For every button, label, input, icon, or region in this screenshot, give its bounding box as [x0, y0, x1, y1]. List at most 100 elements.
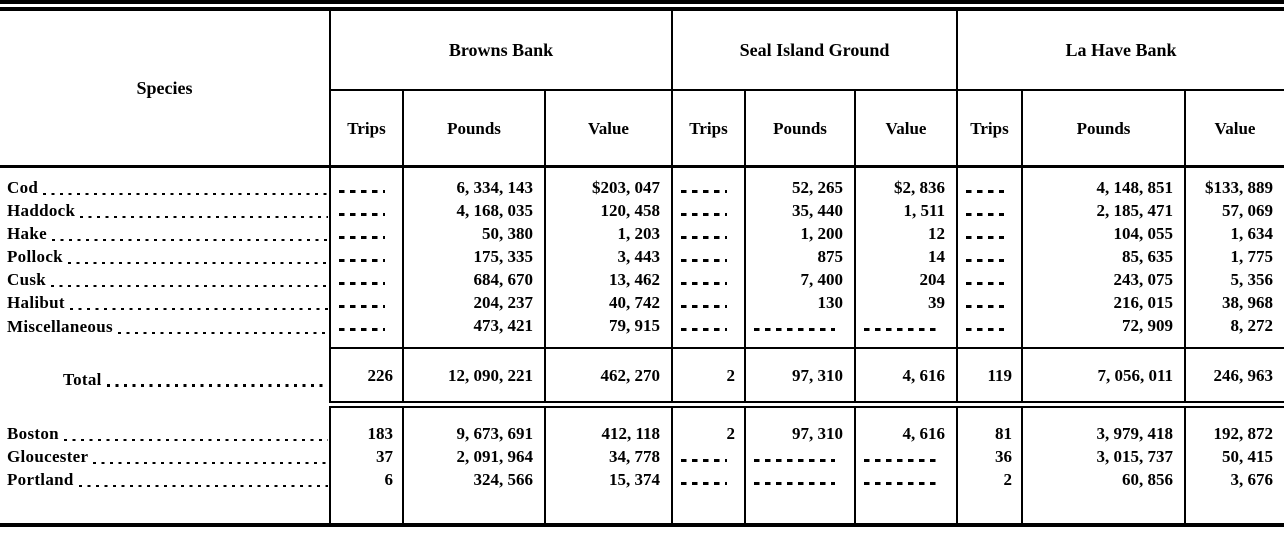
empty-cell-dash	[681, 213, 727, 216]
table-cell	[956, 199, 1022, 222]
table-cell: 7, 056, 011	[1021, 347, 1185, 408]
leader-dots	[69, 307, 328, 310]
table-cell: 35, 440	[744, 199, 855, 222]
table-cell: $203, 047	[544, 166, 672, 199]
table-cell	[671, 291, 745, 314]
table-cell	[329, 245, 403, 268]
empty-cell-dash	[864, 459, 937, 462]
table-cell: 3, 443	[544, 245, 672, 268]
table-cell	[329, 291, 403, 314]
column-header-pounds: Pounds	[402, 90, 545, 168]
row-label-wrap: Cod	[7, 177, 329, 198]
table-cell: 183	[329, 404, 403, 445]
row-label-wrap: Total	[7, 369, 329, 390]
table-cell	[671, 166, 745, 199]
column-header-value: Value	[854, 90, 957, 168]
empty-cell-dash	[339, 305, 385, 308]
leader-dots	[80, 215, 328, 218]
table-cell	[744, 314, 855, 348]
table-cell	[854, 314, 957, 348]
leader-dots	[117, 331, 328, 334]
row-label-text: Cusk	[7, 270, 47, 289]
table-row-hake: Hake 50, 380 1, 203 1, 200 12 104, 055 1, 634	[0, 222, 1284, 245]
table-cell	[956, 314, 1022, 348]
table-cell: 246, 963	[1184, 347, 1284, 408]
table-cell	[329, 314, 403, 348]
leader-dots	[67, 261, 328, 264]
leader-dots	[63, 438, 328, 441]
row-label-text: Haddock	[7, 201, 76, 220]
table-cell: 60, 856	[1021, 468, 1185, 527]
empty-cell-dash	[339, 259, 385, 262]
table-cell	[329, 166, 403, 199]
row-label-wrap: Portland	[7, 469, 329, 490]
table-cell: 684, 670	[402, 268, 545, 291]
group-header-la-have-bank: La Have Bank	[956, 0, 1284, 91]
empty-cell-dash	[681, 328, 727, 331]
leader-dots	[78, 484, 328, 487]
table-cell: $133, 889	[1184, 166, 1284, 199]
fishery-landings-table: Species Browns Bank Seal Island Ground L…	[0, 0, 1284, 527]
total-row-section: Total 226 12, 090, 221 462, 270 2 97, 310 4, 6…	[0, 347, 1284, 408]
table-cell: 37	[329, 445, 403, 468]
empty-cell-dash	[864, 328, 937, 331]
table-cell: 2	[956, 468, 1022, 527]
empty-cell-dash	[966, 213, 1004, 216]
table-cell: 39	[854, 291, 957, 314]
table-row-boston: Boston 183 9, 673, 691 412, 118 2 97, 310 4, 6…	[0, 404, 1284, 445]
table-row-portland: Portland 6 324, 566 15, 374 2 60, 856 3, 676	[0, 468, 1284, 527]
table-cell: 34, 778	[544, 445, 672, 468]
table-cell	[956, 245, 1022, 268]
table-cell: 2, 185, 471	[1021, 199, 1185, 222]
table-cell: 81	[956, 404, 1022, 445]
empty-cell-dash	[339, 236, 385, 239]
empty-cell-dash	[339, 190, 385, 193]
table-cell: 14	[854, 245, 957, 268]
row-label-text: Hake	[7, 224, 47, 243]
empty-cell-dash	[966, 259, 1004, 262]
row-label-text: Halibut	[7, 293, 65, 312]
table-row-cod: Cod 6, 334, 143 $203, 047 52, 265 $2, 836 4, …	[0, 166, 1284, 199]
table-cell	[671, 199, 745, 222]
row-label-wrap: Cusk	[7, 269, 329, 290]
table-cell: 104, 055	[1021, 222, 1185, 245]
group-header-row: Species Browns Bank Seal Island Ground L…	[0, 0, 1284, 168]
table-cell: 3, 979, 418	[1021, 404, 1185, 445]
table-cell	[854, 445, 957, 468]
table-cell: 8, 272	[1184, 314, 1284, 348]
empty-cell-dash	[754, 459, 835, 462]
table-cell: 4, 168, 035	[402, 199, 545, 222]
table-cell: 15, 374	[544, 468, 672, 527]
table-cell: 192, 872	[1184, 404, 1284, 445]
empty-cell-dash	[681, 259, 727, 262]
row-label-wrap: Boston	[7, 423, 329, 444]
table-cell: 1, 634	[1184, 222, 1284, 245]
table-cell: 13, 462	[544, 268, 672, 291]
row-label-text: Pollock	[7, 247, 63, 266]
table-cell: 36	[956, 445, 1022, 468]
table-header: Species Browns Bank Seal Island Ground L…	[0, 0, 1284, 168]
empty-cell-dash	[754, 482, 835, 485]
row-label: Halibut	[0, 291, 330, 314]
table-row-cusk: Cusk 684, 670 13, 462 7, 400 204 243, 075 5, 3…	[0, 268, 1284, 291]
column-header-value: Value	[544, 90, 672, 168]
table-cell: 97, 310	[744, 347, 855, 408]
row-label: Gloucester	[0, 445, 330, 468]
column-header-pounds: Pounds	[744, 90, 855, 168]
table-cell: 204, 237	[402, 291, 545, 314]
table-cell: 120, 458	[544, 199, 672, 222]
empty-cell-dash	[681, 282, 727, 285]
group-header-seal-island-ground: Seal Island Ground	[671, 0, 957, 91]
table-row-gloucester: Gloucester 37 2, 091, 964 34, 778 36 3, 015, …	[0, 445, 1284, 468]
column-header-trips: Trips	[671, 90, 745, 168]
species-column-header: Species	[0, 0, 330, 168]
table-cell	[329, 268, 403, 291]
table-cell: 52, 265	[744, 166, 855, 199]
row-label: Pollock	[0, 245, 330, 268]
table-cell: 38, 968	[1184, 291, 1284, 314]
group-header-browns-bank: Browns Bank	[329, 0, 672, 91]
table-cell	[329, 199, 403, 222]
table-cell: 57, 069	[1184, 199, 1284, 222]
empty-cell-dash	[681, 482, 727, 485]
table-cell: 72, 909	[1021, 314, 1185, 348]
